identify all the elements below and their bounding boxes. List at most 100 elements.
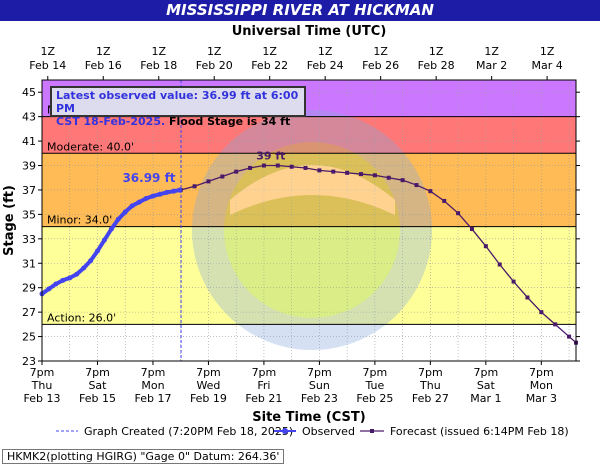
level-label-minor: Minor: 34.0'	[47, 214, 112, 227]
top-tick-label-time: 1Z	[96, 45, 111, 58]
forecast-point	[289, 164, 294, 169]
x-tick-label-day: Mon	[530, 379, 553, 392]
legend-observed-label: Observed	[302, 425, 355, 438]
observed-point	[88, 258, 94, 264]
top-tick-label-time: 1Z	[484, 45, 499, 58]
top-tick-label-date: Feb 18	[140, 59, 177, 72]
chart-labels: Universal Time (UTC) Site Time (CST) Stage…	[2, 24, 386, 425]
forecast-point	[469, 227, 474, 232]
observed-point	[94, 248, 100, 254]
forecast-point	[192, 184, 197, 189]
x-tick-label-time: 7pm	[141, 366, 166, 379]
level-label-moderate: Moderate: 40.0'	[47, 140, 134, 153]
y-tick-label: 41	[22, 135, 36, 148]
datum-footer: HKMK2(plotting HGIRG) "Gage 0" Datum: 26…	[2, 449, 285, 464]
top-tick-label-time: 1Z	[318, 45, 333, 58]
legend-forecast-label: Forecast (issued 6:14PM Feb 18)	[390, 425, 569, 438]
observed-point	[150, 193, 156, 199]
flood-category-bands	[42, 80, 576, 361]
forecast-point	[359, 172, 364, 177]
observed-point	[67, 275, 73, 281]
forecast-point	[539, 310, 544, 315]
x-tick-label-day: Wed	[196, 379, 220, 392]
forecast-point	[483, 244, 488, 249]
forecast-point	[442, 198, 447, 203]
observed-point	[53, 281, 59, 287]
observed-point	[115, 216, 121, 222]
x-tick-label-day: Sat	[88, 379, 107, 392]
observed-series	[39, 187, 183, 297]
x-tick-label-day: Thu	[31, 379, 53, 392]
chart-title: MISSISSIPPI RIVER AT HICKMAN	[0, 0, 600, 21]
observed-point	[60, 277, 66, 283]
x-tick-label-date: Feb 21	[245, 392, 282, 405]
x-tick-label-date: Feb 27	[412, 392, 449, 405]
x-tick-label-day: Tue	[364, 379, 384, 392]
x-tick-label-time: 7pm	[30, 366, 55, 379]
top-tick-label-date: Feb 14	[29, 59, 66, 72]
x-tick-label-time: 7pm	[473, 366, 498, 379]
forecast-point	[414, 183, 419, 188]
noaa-watermark	[192, 110, 432, 350]
x-tick-label-time: 7pm	[307, 366, 332, 379]
top-tick-label-date: Feb 28	[418, 59, 455, 72]
forecast-point	[567, 334, 572, 339]
top-tick-label-time: 1Z	[151, 45, 166, 58]
x-tick-label-date: Feb 15	[79, 392, 116, 405]
x-tick-label-time: 7pm	[363, 366, 388, 379]
y-tick-label: 31	[22, 257, 36, 270]
forecast-point	[456, 211, 461, 216]
forecast-point	[220, 174, 225, 179]
y-tick-label: 27	[22, 306, 36, 319]
x-tick-label-time: 7pm	[418, 366, 443, 379]
top-tick-label-date: Feb 16	[85, 59, 122, 72]
observed-point	[129, 203, 135, 209]
x-tick-label-day: Sat	[477, 379, 496, 392]
forecast-point	[400, 178, 405, 183]
observed-point	[46, 286, 52, 292]
forecast-point	[261, 163, 266, 168]
observed-point	[177, 187, 183, 193]
forecast-point	[248, 165, 253, 170]
top-tick-label-date: Mar 2	[476, 59, 507, 72]
top-tick-label-date: Feb 26	[362, 59, 399, 72]
observed-point	[136, 199, 142, 205]
y-tick-label: 43	[22, 111, 36, 124]
band-action	[42, 226, 576, 325]
x-tick-label-date: Mar 1	[470, 392, 501, 405]
band-moderate	[42, 116, 576, 154]
x-tick-label-date: Feb 19	[190, 392, 227, 405]
x-tick-label-time: 7pm	[252, 366, 277, 379]
top-tick-label-time: 1Z	[262, 45, 277, 58]
level-label-action: Action: 26.0'	[47, 311, 116, 324]
y-tick-label: 45	[22, 86, 36, 99]
x-tick-label-day: Sun	[309, 379, 330, 392]
forecast-point	[553, 322, 558, 327]
band-below	[42, 324, 576, 361]
legend-created-label: Graph Created (7:20PM Feb 18, 2025)	[84, 425, 293, 438]
observed-point	[157, 191, 163, 197]
observed-point	[143, 196, 149, 202]
x-tick-label-day: Fri	[257, 379, 270, 392]
latest-line1: Latest observed value: 36.99 ft at 6:00 …	[56, 89, 299, 115]
top-tick-label-time: 1Z	[207, 45, 222, 58]
watermark-wing	[230, 165, 395, 215]
forecast-point	[317, 168, 322, 173]
legend: Graph Created (7:20PM Feb 18, 2025) Obser…	[56, 425, 569, 438]
latest-observation-box: Latest observed value: 36.99 ft at 6:00 …	[50, 86, 306, 128]
x-tick-label-date: Mar 3	[526, 392, 557, 405]
top-tick-label-date: Mar 4	[531, 59, 562, 72]
x-tick-label-time: 7pm	[85, 366, 110, 379]
observed-point	[74, 271, 80, 277]
x-tick-label-day: Mon	[141, 379, 164, 392]
top-tick-label-time: 1Z	[41, 45, 56, 58]
observed-point	[164, 189, 170, 195]
y-tick-label: 29	[22, 282, 36, 295]
top-tick-label-time: 1Z	[373, 45, 388, 58]
x-tick-label-time: 7pm	[529, 366, 554, 379]
top-tick-label-date: Feb 24	[307, 59, 344, 72]
y-tick-label: 23	[22, 355, 36, 368]
forecast-point	[497, 262, 502, 267]
